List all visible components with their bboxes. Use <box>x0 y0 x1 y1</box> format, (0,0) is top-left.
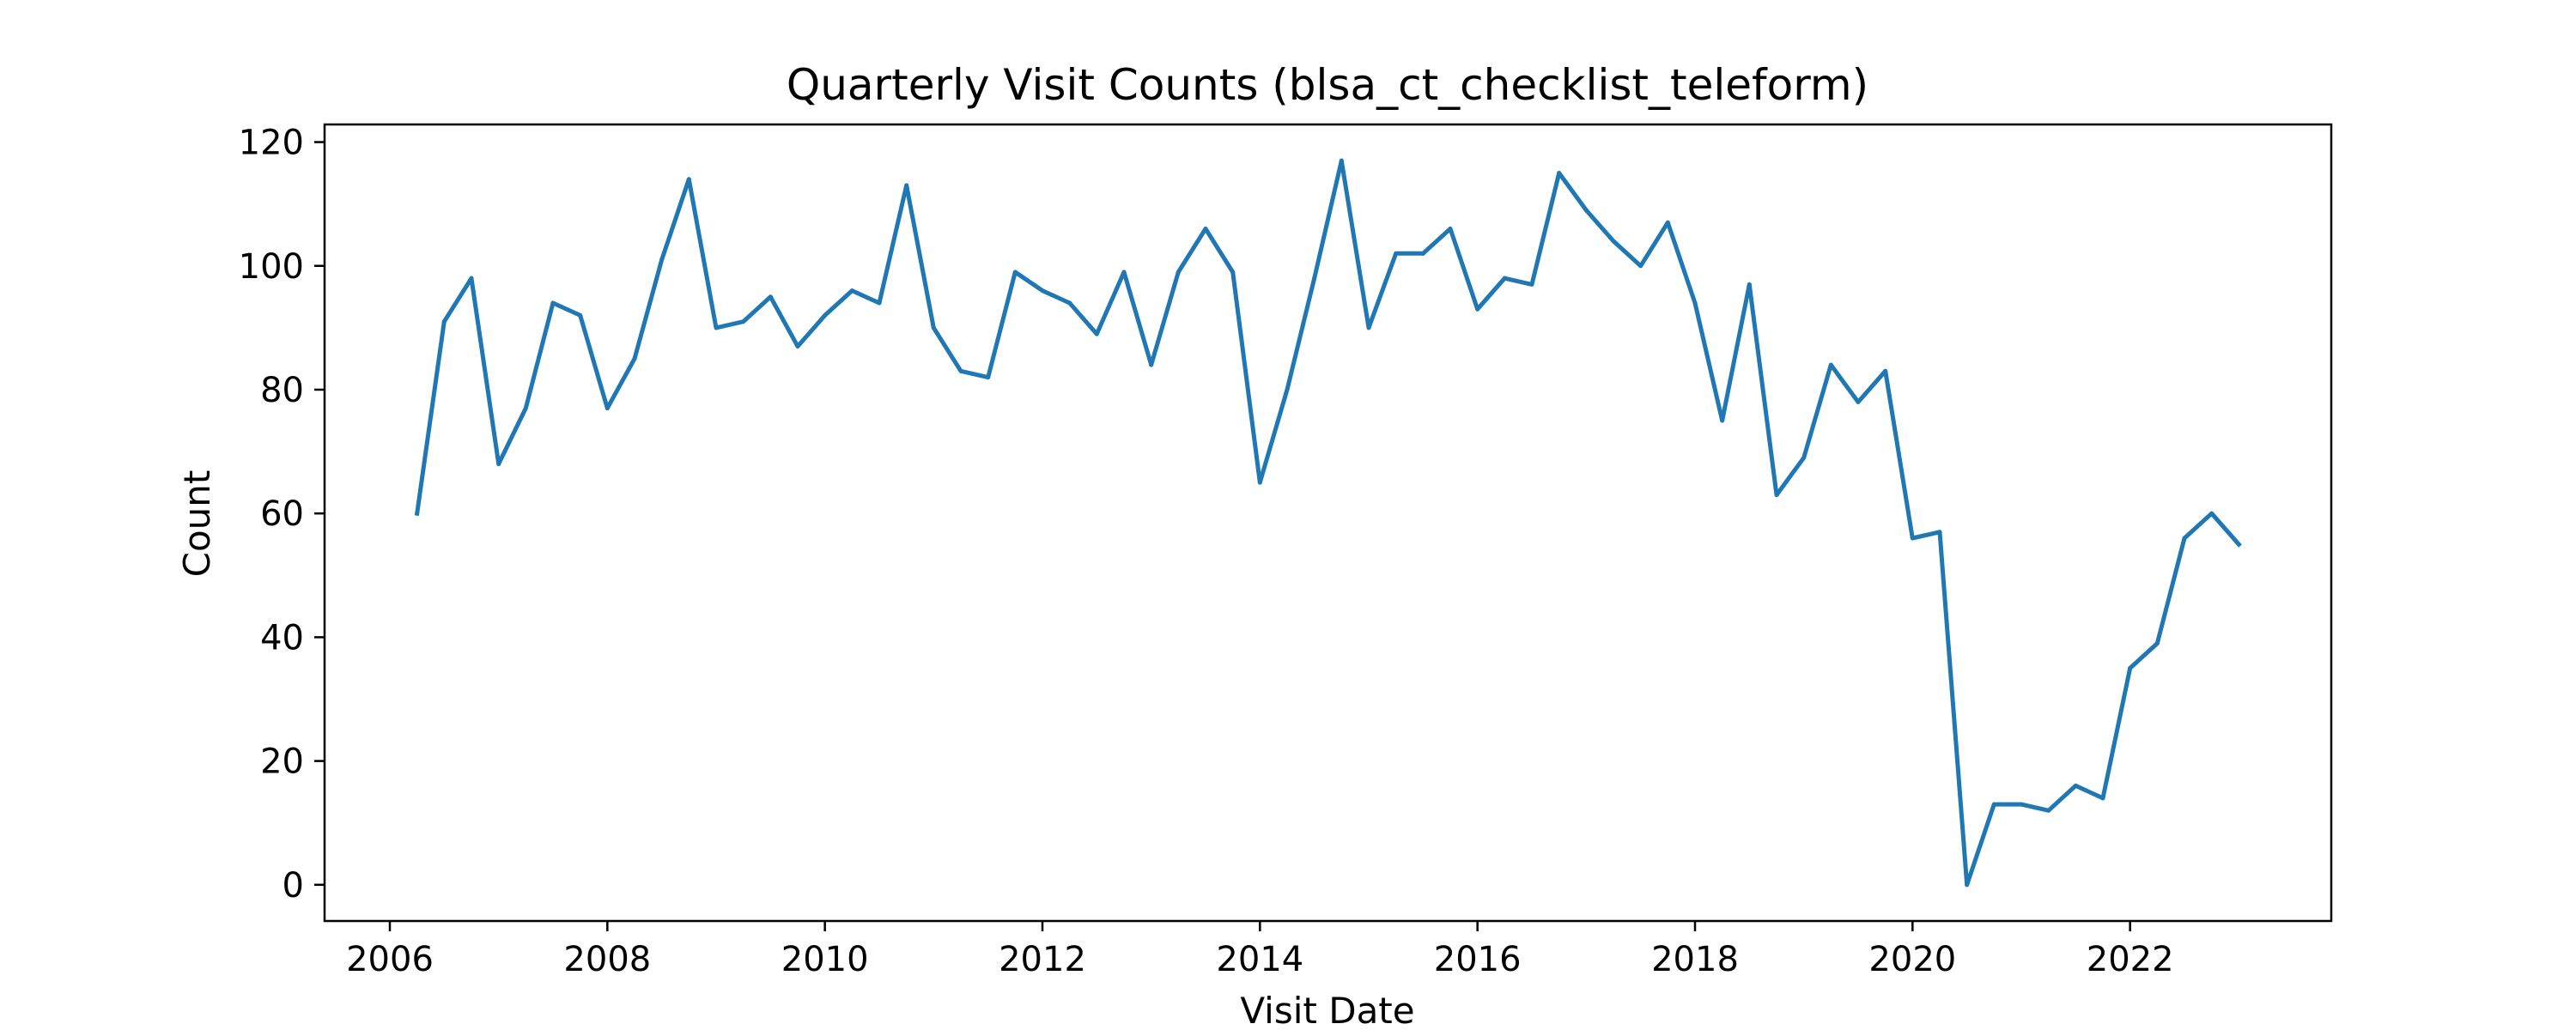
x-tick-label: 2012 <box>999 940 1086 979</box>
data-point <box>1910 536 1915 541</box>
data-point <box>1774 493 1779 498</box>
data-point <box>795 343 800 348</box>
data-point <box>415 511 420 516</box>
data-point <box>1366 325 1371 330</box>
data-point <box>2128 665 2133 670</box>
data-point <box>768 294 773 300</box>
data-point <box>469 276 474 281</box>
data-point <box>2209 511 2215 516</box>
data-point <box>1257 480 1262 485</box>
data-point <box>1856 399 1861 404</box>
data-point <box>2046 808 2051 813</box>
data-point <box>2100 796 2105 801</box>
data-point <box>2182 536 2187 541</box>
data-point <box>958 368 963 373</box>
data-point <box>1012 270 1018 275</box>
x-tick-label: 2014 <box>1216 940 1303 979</box>
y-tick-label: 60 <box>260 494 304 534</box>
data-point <box>686 177 691 182</box>
data-point <box>1883 368 1888 373</box>
y-tick-label: 0 <box>283 866 304 906</box>
data-point <box>1747 282 1752 287</box>
plot-area-frame <box>323 123 2333 923</box>
x-tick-label: 2020 <box>1868 940 1956 979</box>
data-point <box>714 325 719 330</box>
data-point <box>931 325 936 330</box>
data-points <box>415 158 2241 888</box>
data-point <box>1665 220 1670 225</box>
data-point <box>1611 239 1616 244</box>
data-point <box>741 319 746 324</box>
data-point <box>1285 387 1290 392</box>
data-point <box>1149 362 1154 367</box>
y-axis-ticks: 0 20 40 60 80 100 120 <box>239 124 325 906</box>
x-tick-label: 2008 <box>563 940 651 979</box>
y-tick-label: 100 <box>239 247 304 287</box>
data-point <box>1828 362 1833 367</box>
data-point <box>578 312 583 318</box>
data-point <box>550 300 556 306</box>
data-point <box>1394 251 1399 256</box>
data-point <box>1230 270 1236 275</box>
data-point <box>877 300 882 306</box>
y-tick-label: 80 <box>260 371 304 410</box>
data-point <box>1937 530 1942 535</box>
data-point <box>441 319 447 324</box>
data-point <box>1965 882 1970 888</box>
data-point <box>1557 171 1562 176</box>
x-axis-ticks: 2006 2008 2010 2012 2014 2016 2018 2020 2022 <box>346 921 2174 979</box>
data-point <box>1692 300 1698 306</box>
series-line <box>414 158 2242 888</box>
data-point <box>659 258 665 263</box>
data-point <box>2236 542 2241 547</box>
data-point <box>523 406 528 411</box>
data-point <box>904 183 909 188</box>
data-point <box>1420 251 1425 256</box>
x-tick-label: 2006 <box>346 940 434 979</box>
y-tick-label: 20 <box>260 742 304 782</box>
data-point <box>1176 270 1181 275</box>
data-point <box>1312 276 1317 281</box>
data-point <box>1094 331 1099 336</box>
data-point <box>1638 264 1643 269</box>
data-point <box>1121 270 1127 275</box>
data-point <box>2073 783 2078 788</box>
y-axis-label: Count <box>176 470 218 578</box>
data-point <box>1583 208 1589 213</box>
data-point <box>1991 802 1996 807</box>
data-point <box>2154 641 2160 646</box>
data-point <box>1203 226 1208 231</box>
data-point <box>2019 802 2024 807</box>
data-point <box>1339 158 1344 163</box>
data-point <box>496 461 501 466</box>
data-point <box>1720 418 1725 423</box>
y-tick-label: 40 <box>260 618 304 657</box>
data-point <box>1448 226 1453 231</box>
data-point <box>1067 300 1072 306</box>
data-point <box>1040 288 1045 294</box>
data-point <box>1475 306 1480 312</box>
x-tick-label: 2010 <box>781 940 869 979</box>
x-tick-label: 2016 <box>1434 940 1522 979</box>
y-tick-label: 120 <box>239 124 304 163</box>
data-point <box>986 375 991 380</box>
x-tick-label: 2018 <box>1651 940 1739 979</box>
data-point <box>1801 455 1807 460</box>
data-point <box>823 312 828 318</box>
x-tick-label: 2022 <box>2087 940 2174 979</box>
x-axis-label: Visit Date <box>1240 990 1414 1030</box>
data-point <box>605 406 610 411</box>
chart-title: Quarterly Visit Counts (blsa_ct_checklis… <box>787 60 1868 110</box>
data-point <box>632 356 637 361</box>
data-point <box>1529 282 1534 287</box>
data-point <box>1502 276 1507 281</box>
data-point <box>849 288 854 294</box>
